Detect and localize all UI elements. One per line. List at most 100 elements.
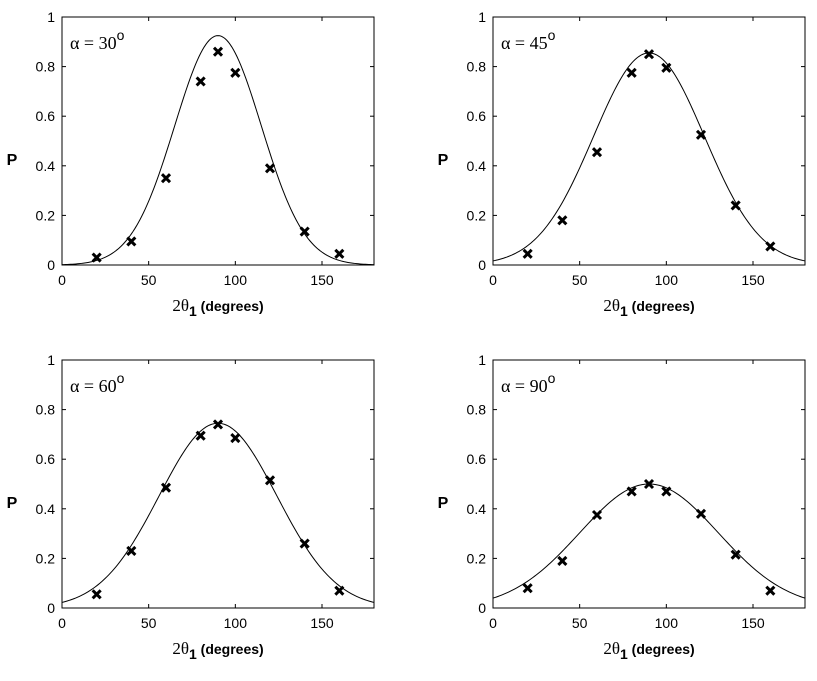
data-point	[126, 545, 137, 557]
data-point	[626, 486, 637, 497]
data-point	[661, 62, 672, 73]
plot-frame	[492, 359, 806, 609]
alpha-annotation: α = 90o	[501, 370, 556, 396]
data-point-stroke	[91, 589, 102, 600]
data-point	[195, 430, 206, 441]
model-curve	[492, 483, 806, 599]
data-point-stroke	[334, 585, 345, 596]
x-tick-label: 0	[489, 272, 497, 288]
data-point-stroke	[765, 241, 776, 252]
x-tick-label: 50	[141, 272, 157, 288]
data-point-stroke	[626, 486, 637, 497]
data-point	[160, 173, 172, 184]
x-axis-label-subscript: 1	[189, 303, 197, 319]
data-point	[212, 419, 224, 430]
data-point-stroke	[264, 475, 276, 486]
data-point	[643, 49, 655, 60]
alpha-annotation-degree: o	[548, 370, 556, 386]
x-axis-label-symbol: 2θ	[603, 296, 620, 315]
data-point	[626, 67, 637, 78]
data-point	[334, 585, 345, 596]
data-point-stroke	[557, 555, 568, 566]
data-point-stroke	[195, 430, 206, 441]
x-axis-label-symbol: 2θ	[172, 639, 189, 658]
y-tick-label: 1	[47, 9, 55, 25]
data-point	[160, 482, 172, 493]
data-point-stroke	[160, 173, 172, 184]
y-tick-label: 0.8	[36, 402, 56, 418]
plot-frame	[61, 16, 375, 266]
data-point-stroke	[626, 67, 637, 78]
y-tick-label: 0.2	[36, 550, 56, 566]
y-axis-label: P	[7, 495, 18, 512]
y-tick-label: 0	[478, 257, 486, 273]
data-point-stroke	[334, 248, 345, 259]
y-tick-label: 0.2	[36, 207, 56, 223]
y-tick-label: 0.2	[467, 550, 487, 566]
x-tick-label: 50	[141, 615, 157, 631]
data-point-stroke	[126, 545, 137, 557]
data-point	[765, 585, 776, 596]
data-point	[765, 241, 776, 252]
data-point-stroke	[160, 482, 172, 493]
data-point	[195, 76, 206, 87]
data-point	[730, 549, 741, 560]
y-tick-label: 1	[478, 352, 486, 368]
alpha-annotation-text: α = 90	[501, 376, 548, 396]
y-tick-label: 0.6	[36, 451, 56, 467]
data-point-stroke	[299, 538, 310, 549]
x-tick-label: 150	[741, 272, 765, 288]
x-tick-label: 0	[58, 272, 66, 288]
y-tick-label: 0.4	[36, 158, 56, 174]
alpha-annotation: α = 45o	[501, 27, 556, 53]
y-tick-label: 0	[478, 600, 486, 616]
alpha-annotation-degree: o	[548, 27, 556, 43]
data-point	[230, 67, 241, 78]
x-axis-label: 2θ1 (degrees)	[172, 296, 263, 319]
x-tick-label: 100	[224, 615, 248, 631]
data-point	[91, 589, 102, 600]
data-point	[557, 555, 568, 566]
x-axis-label-unit: (degrees)	[628, 641, 695, 657]
x-tick-label: 50	[572, 272, 588, 288]
data-point-stroke	[264, 163, 276, 174]
alpha-annotation: α = 30o	[70, 27, 125, 53]
data-point-stroke	[661, 62, 672, 73]
data-point	[91, 252, 102, 263]
y-axis-label: P	[438, 152, 449, 169]
plot-frame	[492, 16, 806, 266]
y-tick-label: 0	[47, 600, 55, 616]
data-point-stroke	[643, 49, 655, 60]
x-axis-label-unit: (degrees)	[197, 641, 264, 657]
data-point	[591, 147, 603, 158]
data-point-stroke	[230, 433, 241, 444]
data-point-stroke	[643, 478, 655, 490]
alpha-annotation-text: α = 45	[501, 33, 548, 53]
data-point-stroke	[195, 76, 206, 87]
data-point-stroke	[661, 486, 672, 497]
x-tick-label: 150	[741, 615, 765, 631]
data-point-stroke	[522, 583, 533, 594]
data-point	[334, 248, 345, 259]
alpha-annotation-text: α = 30	[70, 33, 117, 53]
data-point	[661, 486, 672, 497]
y-tick-label: 1	[47, 352, 55, 368]
x-tick-label: 150	[310, 615, 334, 631]
data-point-stroke	[557, 215, 568, 226]
data-point	[264, 475, 276, 486]
y-tick-label: 0.6	[467, 108, 487, 124]
data-point-stroke	[522, 248, 533, 259]
plot-frame	[61, 359, 375, 609]
model-curve	[61, 422, 375, 603]
data-point	[212, 46, 224, 57]
data-point-stroke	[695, 129, 707, 140]
y-tick-label: 0.8	[467, 59, 487, 75]
x-tick-label: 0	[489, 615, 497, 631]
x-axis-label: 2θ1 (degrees)	[172, 639, 263, 662]
data-point	[299, 226, 310, 237]
